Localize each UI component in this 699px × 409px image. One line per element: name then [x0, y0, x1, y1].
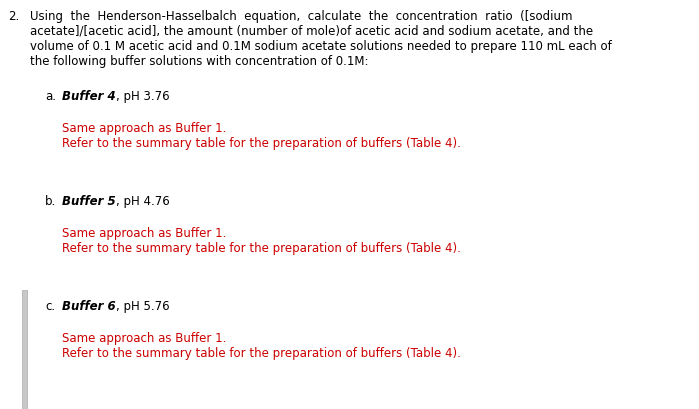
Text: Using  the  Henderson-Hasselbalch  equation,  calculate  the  concentration  rat: Using the Henderson-Hasselbalch equation… [30, 10, 572, 23]
Text: Same approach as Buffer 1.: Same approach as Buffer 1. [62, 227, 226, 240]
Text: acetate]/[acetic acid], the amount (number of mole)of acetic acid and sodium ace: acetate]/[acetic acid], the amount (numb… [30, 25, 593, 38]
Text: c.: c. [45, 300, 55, 313]
Bar [22, 290, 27, 409]
Text: Refer to the summary table for the preparation of buffers (Table 4).: Refer to the summary table for the prepa… [62, 242, 461, 255]
Text: volume of 0.1 M acetic acid and 0.1M sodium acetate solutions needed to prepare : volume of 0.1 M acetic acid and 0.1M sod… [30, 40, 612, 53]
Text: Refer to the summary table for the preparation of buffers (Table 4).: Refer to the summary table for the prepa… [62, 137, 461, 150]
Text: the following buffer solutions with concentration of 0.1M:: the following buffer solutions with conc… [30, 55, 368, 68]
Text: Same approach as Buffer 1.: Same approach as Buffer 1. [62, 332, 226, 345]
Text: , pH 4.76: , pH 4.76 [115, 195, 169, 208]
Text: b.: b. [45, 195, 56, 208]
Text: Buffer 6: Buffer 6 [62, 300, 115, 313]
Text: Buffer 4: Buffer 4 [62, 90, 115, 103]
Text: , pH 3.76: , pH 3.76 [115, 90, 169, 103]
Text: Same approach as Buffer 1.: Same approach as Buffer 1. [62, 122, 226, 135]
Text: Buffer 5: Buffer 5 [62, 195, 115, 208]
Text: Refer to the summary table for the preparation of buffers (Table 4).: Refer to the summary table for the prepa… [62, 347, 461, 360]
Text: , pH 5.76: , pH 5.76 [115, 300, 169, 313]
Text: a.: a. [45, 90, 56, 103]
Text: 2.: 2. [8, 10, 20, 23]
